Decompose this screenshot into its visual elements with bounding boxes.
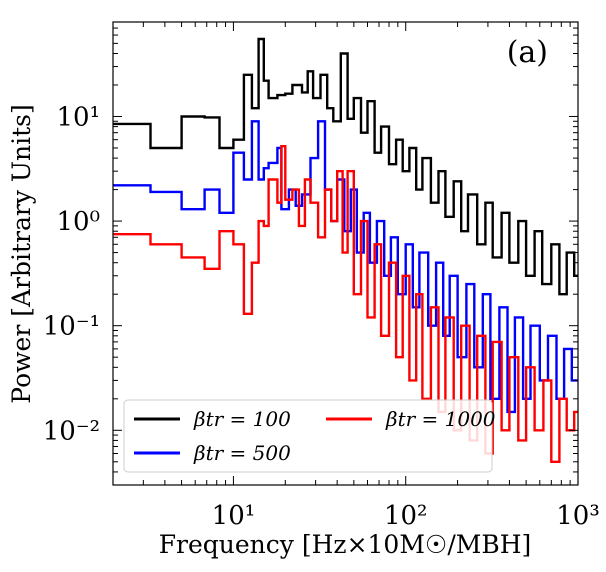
y-tick-label: 10⁰ (56, 207, 100, 237)
y-tick-label: 10¹ (56, 102, 100, 132)
legend: βtr = 100 βtr = 500 βtr = 1000 (123, 399, 496, 473)
series-line-0 (113, 37, 578, 296)
legend-label-beta-500: βtr = 500 (193, 441, 291, 465)
legend-label-beta-100: βtr = 100 (193, 407, 291, 431)
panel-label: (a) (507, 35, 548, 70)
series-group (113, 37, 578, 463)
legend-label-beta-1000: βtr = 1000 (385, 407, 496, 431)
series-line-2 (113, 145, 578, 463)
axes-frame (112, 21, 579, 486)
x-tick-labels: 10¹ 10² 10³ (212, 501, 600, 531)
y-tick-labels: 10⁻² 10⁻¹ 10⁰ 10¹ (43, 102, 100, 446)
ticks-group (112, 21, 579, 486)
x-tick-label: 10³ (556, 501, 600, 531)
x-tick-label: 10¹ (212, 501, 256, 531)
series-line-1 (113, 120, 578, 414)
x-tick-label: 10² (384, 501, 428, 531)
y-axis-label: Power [Arbitrary Units] (7, 104, 36, 403)
legend-box (123, 399, 493, 473)
y-tick-label: 10⁻¹ (43, 312, 100, 342)
x-axis-label: Frequency [Hz×10M☉/MBH] (159, 530, 532, 559)
y-tick-label: 10⁻² (43, 416, 100, 446)
